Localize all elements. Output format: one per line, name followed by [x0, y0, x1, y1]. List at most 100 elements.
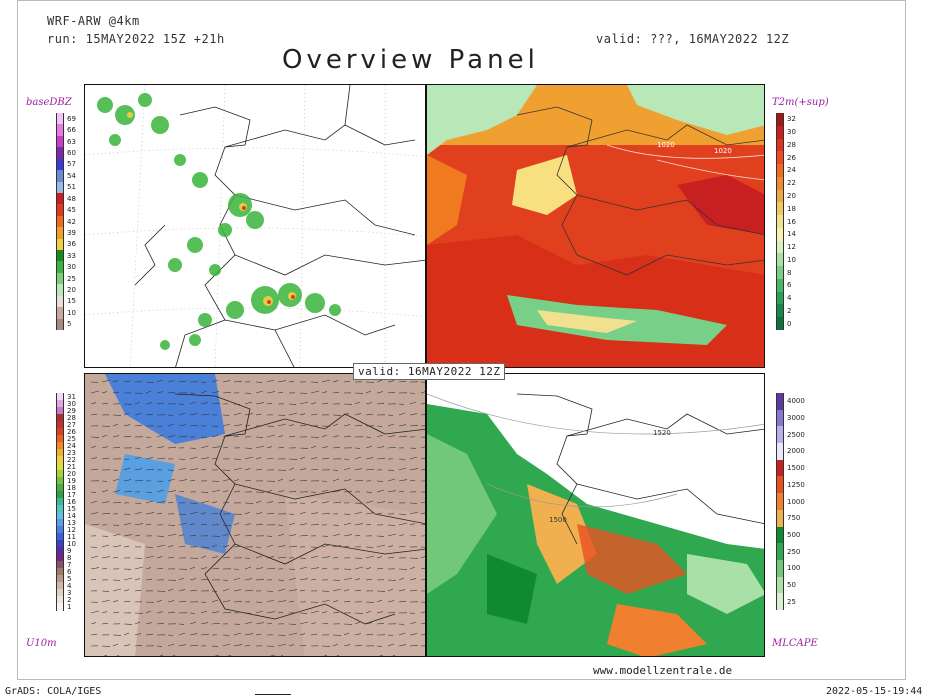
colorbar-segment — [56, 215, 64, 228]
colorbar-tick-label: 26 — [787, 153, 796, 162]
colorbar-segment — [56, 124, 64, 137]
wind-arrow — [123, 479, 132, 482]
colorbar-segment — [776, 393, 784, 411]
wind-arrow — [420, 469, 425, 471]
colorbar-tick-label: 25 — [67, 434, 76, 443]
wind-arrow — [90, 567, 100, 570]
wind-arrow — [365, 413, 374, 416]
wind-arrow — [398, 545, 406, 548]
colorbar-tick-label: 7 — [67, 560, 72, 569]
wind-arrow — [222, 490, 229, 493]
wind-arrow — [398, 577, 405, 581]
wind-arrow — [365, 622, 373, 625]
wind-arrow — [101, 457, 110, 460]
wind-arrow — [200, 468, 207, 471]
wind-arrow — [332, 588, 342, 592]
wind-arrow — [255, 390, 264, 394]
valid-center-label: valid: 16MAY2022 12Z — [353, 363, 506, 380]
wind-arrow — [409, 479, 416, 482]
wind-arrow — [376, 599, 383, 603]
wind-arrow — [376, 457, 386, 460]
colorbar-segment — [56, 442, 64, 450]
wind-arrow — [123, 467, 131, 471]
wind-arrow — [112, 423, 119, 427]
wind-arrow — [189, 621, 197, 625]
colorbar-tick-label: 750 — [787, 514, 801, 523]
wind-arrow — [222, 446, 229, 449]
colorbar-tick-label: 21 — [67, 462, 76, 471]
wind-arrow — [222, 545, 230, 548]
dbz-label: baseDBZ — [26, 97, 72, 108]
wind-arrow — [145, 567, 152, 570]
wind-arrow — [343, 435, 352, 438]
wind-arrow — [112, 611, 120, 614]
colorbar-segment — [776, 240, 784, 254]
wind-arrow — [354, 456, 362, 460]
wind-arrow — [391, 655, 396, 656]
wind-arrow — [310, 633, 318, 636]
wind-arrow — [222, 380, 231, 383]
wind-arrow — [90, 468, 99, 471]
wind-arrow — [343, 479, 352, 482]
wind-arrow — [379, 654, 384, 656]
wind-arrow — [266, 434, 276, 438]
colorbar-tick-label: 54 — [67, 171, 76, 180]
wind-arrow — [200, 413, 210, 416]
wind-arrow — [90, 555, 99, 559]
wind-arrow — [354, 621, 361, 625]
wind-arrow — [420, 457, 425, 460]
wind-arrow — [178, 479, 188, 482]
wind-arrow — [409, 644, 419, 647]
radar-map — [85, 85, 425, 367]
radar-echoes — [97, 93, 341, 350]
wind-arrow — [277, 391, 284, 394]
wind-arrow — [244, 566, 252, 570]
wind-arrow — [299, 523, 308, 526]
wind-arrow — [288, 380, 295, 383]
wind-arrow — [145, 445, 153, 449]
wind-arrow — [112, 380, 119, 383]
wind-arrow — [178, 412, 186, 416]
colorbar-tick-label: 14 — [787, 230, 796, 239]
wind-arrow — [310, 567, 320, 570]
wind-arrow — [200, 523, 208, 526]
wind-arrow — [145, 413, 154, 416]
colorbar-tick-label: 1 — [67, 602, 72, 611]
wind-arrow — [365, 578, 373, 581]
wind-arrow — [277, 490, 285, 493]
wind-arrow — [310, 468, 319, 471]
timestamp-label: 2022-05-15-19:44 — [826, 686, 923, 697]
wind-arrow — [101, 391, 108, 394]
wind-map — [85, 374, 425, 656]
wind-arrow — [156, 489, 165, 493]
colorbar-segment — [56, 170, 64, 182]
wind-arrow — [420, 446, 425, 449]
temperature-map — [427, 85, 764, 367]
wind-arrow — [189, 511, 199, 515]
colorbar-tick-label: 4000 — [787, 397, 805, 406]
u10m-label: U10m — [26, 638, 57, 649]
wind-arrow — [178, 589, 186, 592]
wind-arrow — [365, 445, 373, 449]
wind-arrow — [299, 401, 309, 405]
wind-arrow — [123, 380, 131, 383]
colorbar-segment — [776, 526, 784, 544]
colorbar-segment — [56, 554, 64, 562]
colorbar-tick-label: 8 — [67, 553, 72, 562]
wind-arrow — [387, 478, 396, 482]
wind-arrow — [101, 489, 109, 493]
wind-arrow — [266, 457, 274, 460]
colorbar-tick-label: 60 — [67, 148, 76, 157]
wind-arrow — [123, 424, 131, 427]
wind-arrow — [134, 589, 142, 592]
colorbar-tick-label: 3000 — [787, 414, 805, 423]
wind-arrow — [409, 413, 418, 416]
colorbar-segment — [776, 176, 784, 191]
wind-arrow — [189, 523, 196, 526]
wind-arrow — [200, 457, 210, 460]
wind-arrow — [167, 490, 177, 493]
wind-arrow — [178, 577, 185, 581]
wind-arrow — [405, 655, 407, 656]
wind-arrow — [387, 423, 395, 427]
wind-arrow — [211, 556, 219, 559]
